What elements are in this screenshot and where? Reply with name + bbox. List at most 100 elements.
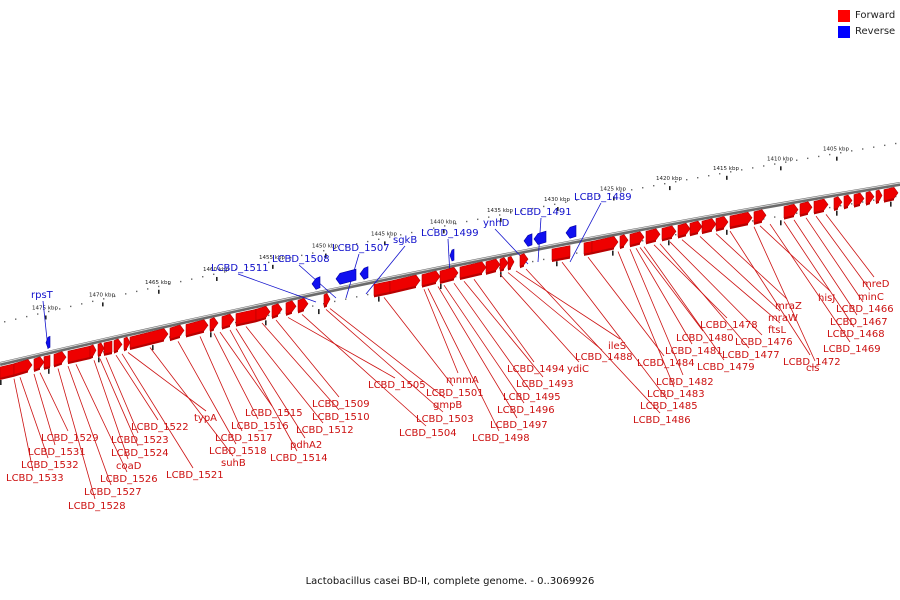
forward-gene-shadow	[662, 236, 672, 242]
forward-gene-label-lcbd-1529: LCBD_1529	[41, 433, 99, 444]
forward-gene-arrow	[13, 359, 33, 376]
forward-gene-label-gmpb: gmpB	[433, 400, 462, 411]
forward-gene-label-pdha2: pdhA2	[290, 440, 322, 451]
forward-leader-line	[127, 352, 207, 412]
forward-gene-arrow	[33, 356, 45, 371]
forward-leader-line	[507, 272, 603, 351]
forward-gene-label-lcbd-1477: LCBD_1477	[722, 350, 780, 361]
forward-gene-arrow	[783, 203, 799, 218]
forward-leader-line	[635, 247, 693, 345]
forward-gene-label-lcbd-1532: LCBD_1532	[21, 460, 79, 471]
forward-gene-shadow	[754, 220, 762, 225]
forward-gene-shadow	[876, 200, 879, 204]
forward-gene-shadow	[884, 198, 894, 203]
forward-gene-shadow	[44, 366, 50, 370]
tick-mark	[726, 175, 728, 180]
lower-tick-mark	[48, 368, 50, 374]
scale-dot-upper	[840, 152, 842, 154]
scale-dot-upper	[125, 293, 127, 295]
forward-gene-label-lcbd-1531: LCBD_1531	[28, 447, 86, 458]
forward-gene-arrow	[169, 324, 185, 340]
tick-label: 1440 kbp	[430, 219, 456, 225]
forward-leader-line	[235, 328, 306, 439]
scale-dot-upper	[257, 264, 259, 266]
tick-label: 1470 kbp	[89, 292, 115, 298]
scale-dot-lower	[642, 240, 644, 242]
forward-gene-label-lcbd-1488: LCBD_1488	[575, 352, 633, 363]
reverse-gene-label-lcbd-1499: LCBD_1499	[421, 228, 479, 239]
tick-layer: 1475 kbp 1470 kbp 1465 kbp 1460 kbp 1455 kbp…	[0, 142, 897, 385]
scale-dot-upper	[81, 303, 83, 305]
scale-dot-lower	[774, 216, 776, 218]
forward-leader-line	[149, 347, 234, 457]
forward-leader-line	[499, 273, 580, 363]
scale-dot-upper	[246, 266, 248, 268]
tick-mark	[216, 276, 218, 281]
forward-leader-line	[199, 336, 243, 432]
scale-dot-upper	[301, 254, 303, 257]
forward-leader-line	[105, 357, 139, 434]
forward-gene-shadow	[630, 242, 640, 248]
forward-gene-shadow	[0, 374, 14, 380]
forward-leader-line	[805, 217, 864, 303]
tick-label: 1450 kbp	[312, 244, 338, 250]
scale-dot-upper	[290, 257, 292, 259]
scale-dot-upper	[400, 234, 402, 236]
legend-label-forward: Forward	[855, 10, 896, 21]
forward-leader-line	[13, 378, 34, 472]
forward-gene-arrow	[43, 354, 51, 369]
scale-dot-upper	[620, 191, 622, 193]
scale-dot-lower	[752, 220, 754, 222]
forward-gene-arrow	[813, 198, 829, 213]
lower-tick-mark	[612, 250, 614, 256]
forward-leader-line	[769, 223, 851, 343]
scale-dot-upper	[224, 271, 226, 273]
forward-gene-shadow	[592, 247, 614, 255]
forward-gene-label-ftsl: ftsL	[768, 325, 786, 336]
scale-dot-upper	[895, 142, 897, 145]
forward-gene-arrow	[853, 192, 865, 207]
scale-dot-upper	[884, 144, 886, 147]
scale-dot-upper	[763, 165, 765, 167]
forward-gene-label-lcbd-1527: LCBD_1527	[84, 487, 142, 498]
forward-leader-line	[213, 333, 259, 420]
forward-gene-label-ydic: ydiC	[567, 364, 589, 375]
scale-dot-upper	[180, 280, 182, 283]
scale-dot-upper	[664, 183, 666, 185]
forward-leader-line	[793, 219, 858, 316]
forward-leader-line	[825, 214, 875, 278]
forward-gene-label-lcbd-1479: LCBD_1479	[697, 362, 755, 373]
scale-dot-upper	[92, 300, 94, 303]
scale-dot-upper	[697, 177, 699, 179]
forward-leader-line	[643, 246, 725, 361]
scale-dot-upper	[741, 169, 743, 171]
forward-gene-arrow	[799, 201, 813, 216]
forward-gene-arrow	[701, 218, 717, 233]
scale-dot-upper	[587, 197, 589, 199]
tick-label: 1445 kbp	[371, 231, 397, 237]
forward-leader-line	[699, 236, 781, 312]
forward-leader-line	[177, 341, 237, 445]
scale-dot-lower	[345, 298, 347, 300]
forward-gene-shadow	[486, 270, 496, 275]
scale-dot-upper	[818, 155, 820, 158]
forward-gene-label-mraz: mraZ	[775, 301, 802, 312]
forward-gene-label-minc: minC	[858, 292, 884, 303]
scale-dot-upper	[59, 308, 61, 310]
tick-label: 1420 kbp	[656, 176, 682, 182]
forward-leader-line	[525, 268, 661, 414]
forward-gene-arrow	[103, 340, 113, 355]
scale-dot-upper	[455, 223, 457, 225]
forward-gene-shadow	[716, 227, 724, 232]
tick-label: 1405 kbp	[823, 147, 849, 153]
forward-gene-label-lcbd-1510: LCBD_1510	[312, 412, 370, 423]
forward-gene-arrow	[297, 297, 309, 312]
scale-dot-upper	[730, 171, 732, 173]
scale-dot-lower	[532, 260, 534, 263]
scale-dot-upper	[147, 288, 149, 290]
scale-dot-upper	[334, 247, 336, 250]
forward-gene-arrow	[485, 258, 501, 274]
reverse-gene-arrow	[311, 276, 321, 290]
